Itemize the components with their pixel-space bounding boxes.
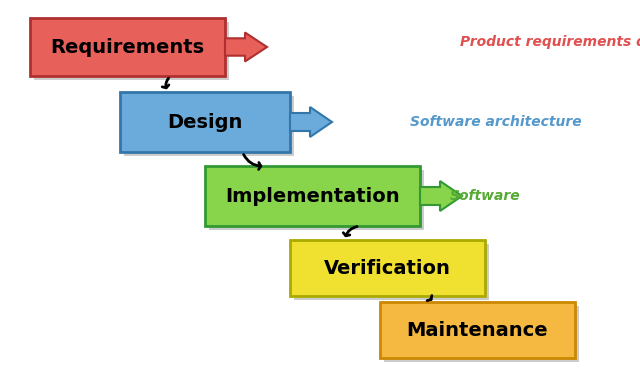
FancyBboxPatch shape: [384, 306, 579, 362]
Text: Software architecture: Software architecture: [410, 115, 582, 129]
Text: Software: Software: [450, 189, 520, 203]
FancyBboxPatch shape: [380, 302, 575, 358]
FancyBboxPatch shape: [34, 22, 229, 80]
Text: Design: Design: [167, 113, 243, 132]
FancyArrow shape: [420, 181, 462, 211]
Text: Requirements: Requirements: [51, 37, 205, 56]
FancyBboxPatch shape: [209, 170, 424, 230]
FancyBboxPatch shape: [290, 240, 485, 296]
FancyArrow shape: [290, 107, 332, 137]
FancyBboxPatch shape: [294, 244, 489, 300]
Text: Maintenance: Maintenance: [406, 321, 548, 340]
Text: Verification: Verification: [324, 258, 451, 278]
FancyBboxPatch shape: [120, 92, 290, 152]
FancyBboxPatch shape: [124, 96, 294, 156]
Text: Implementation: Implementation: [225, 187, 400, 205]
FancyArrow shape: [225, 33, 267, 61]
FancyBboxPatch shape: [205, 166, 420, 226]
FancyBboxPatch shape: [30, 18, 225, 76]
Text: Product requirements document: Product requirements document: [460, 35, 640, 49]
